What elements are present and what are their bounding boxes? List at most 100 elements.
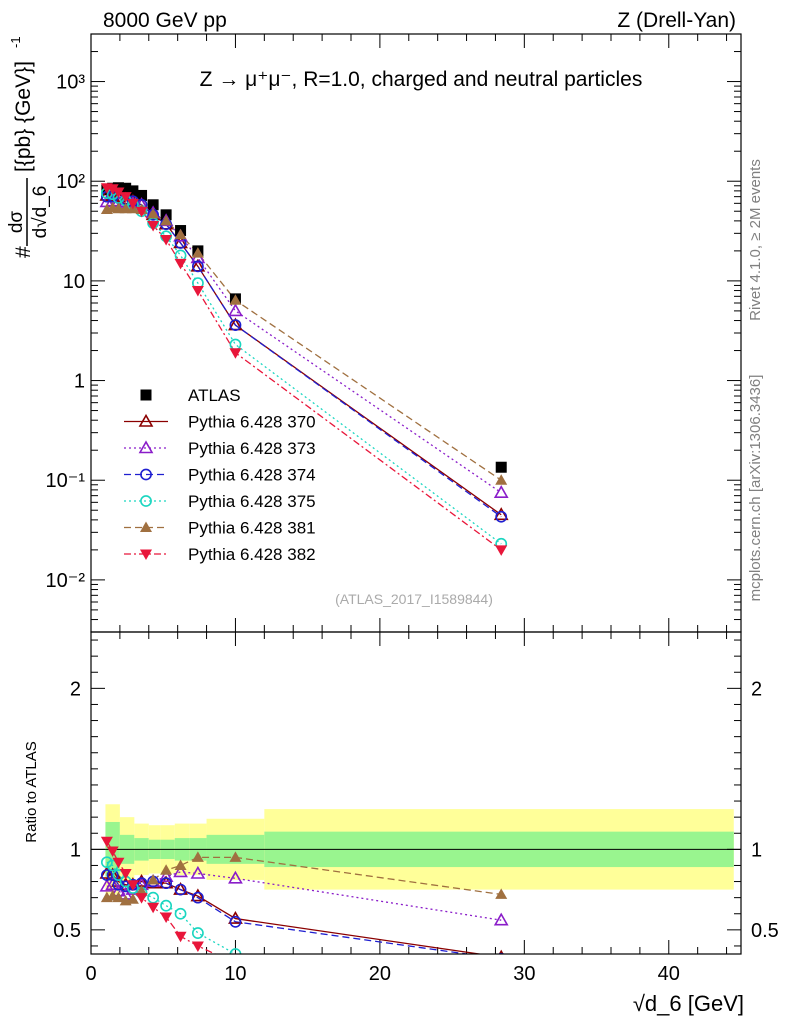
y-tick-label: 10³ <box>56 72 85 94</box>
mc-data-point <box>493 485 509 498</box>
ratio-data-point <box>135 893 148 904</box>
ratio-tick-label-left: 1 <box>70 839 81 861</box>
header-right: Z (Drell-Yan) <box>617 9 736 32</box>
ratio-data-point <box>126 893 139 904</box>
y-axis-label-top: # dσ d√d_6 [{pb} {GeV}] -1 <box>6 36 51 258</box>
mc-data-point <box>135 206 148 218</box>
legend-marker <box>140 521 152 532</box>
ratio-data-point <box>190 888 206 902</box>
y-tick-label: 10⁻² <box>46 570 86 592</box>
ratio-data-point <box>100 856 113 869</box>
ratio-tick-label-right: 0.5 <box>751 920 779 942</box>
ratio-data-point <box>119 869 132 880</box>
ratio-data-point <box>100 869 113 882</box>
legend-label: Pythia 6.428 374 <box>188 466 316 485</box>
ratio-data-point <box>174 931 187 943</box>
atlas-data-point <box>127 185 139 197</box>
ratio-data-point <box>160 864 173 875</box>
ratio-data-point <box>497 952 505 954</box>
ratio-data-point <box>160 912 173 923</box>
mc-data-point <box>160 235 173 246</box>
x-tick-label: 30 <box>513 963 535 985</box>
mc-data-point <box>147 220 160 232</box>
y-tick-label: 10 <box>63 271 85 293</box>
legend: ATLAS Pythia 6.428 370 Pythia 6.428 373 Pyt… <box>124 386 316 564</box>
x-tick-label: 40 <box>658 963 680 985</box>
ratio-data-point <box>174 883 187 896</box>
mc-data-point <box>493 507 509 521</box>
ratio-series <box>99 836 509 993</box>
ylabel-numerator: dσ <box>6 211 27 234</box>
mc-data-point <box>112 187 125 198</box>
ratio-data-point <box>147 873 160 885</box>
ylabel-prefix: # <box>12 246 35 258</box>
ratio-data-point <box>498 949 504 954</box>
mc-data-point <box>229 294 242 305</box>
ratio-data-point <box>173 864 188 878</box>
legend-marker <box>138 413 154 427</box>
mc-data-point <box>126 198 139 210</box>
legend-label: Pythia 6.428 382 <box>188 545 316 564</box>
mc-data-point <box>229 338 242 351</box>
ratio-data-point <box>160 899 173 912</box>
ylabel-unit: [{pb} {GeV}] <box>12 61 35 172</box>
x-tick-label: 20 <box>369 963 391 985</box>
ratio-axes: 0.5 0.51 12 20 10 20 30 40 <box>53 632 779 985</box>
legend-marker <box>140 389 152 401</box>
main-plot-frame <box>90 33 742 633</box>
ratio-data-point <box>174 859 187 870</box>
legend-label: ATLAS <box>188 386 241 405</box>
mc-data-point <box>495 510 508 523</box>
mc-data-point <box>174 258 187 270</box>
ratio-data-point <box>158 869 174 883</box>
ratio-tick-label-left: 2 <box>70 678 81 700</box>
legend-label: Pythia 6.428 375 <box>188 492 316 511</box>
ratio-data-point <box>147 902 160 914</box>
mc-data-point <box>147 207 160 219</box>
legend-label: Pythia 6.428 373 <box>188 439 316 458</box>
y-axis-label-bottom: Ratio to ATLAS <box>23 741 40 842</box>
ratio-data-point <box>191 927 204 939</box>
ratio-data-point <box>112 891 125 903</box>
ratio-data-point <box>493 912 509 926</box>
header-left: 8000 GeV pp <box>103 9 227 32</box>
ratio-data-point <box>100 836 113 848</box>
ratio-data-point <box>495 982 507 993</box>
mc-data-point <box>191 260 204 273</box>
ratio-data-point <box>135 885 148 896</box>
ratio-tick-label-right: 2 <box>751 678 762 700</box>
legend-label: Pythia 6.428 370 <box>188 413 316 432</box>
legend-marker <box>140 495 152 507</box>
mc-data-point <box>119 192 132 203</box>
mc-data-point <box>229 348 242 359</box>
atlas-data-point <box>495 461 507 473</box>
analysis-watermark: (ATLAS_2017_I1589844) <box>335 591 493 607</box>
ylabel-exponent: -1 <box>8 36 23 48</box>
main-title: Z → μ⁺μ⁻, R=1.0, charged and neutral par… <box>200 68 643 91</box>
legend-marker <box>138 440 154 454</box>
ratio-tick-label-right: 1 <box>751 839 762 861</box>
mc-data-point <box>106 184 119 195</box>
mc-data-point <box>228 303 243 317</box>
ratio-data-point <box>229 915 242 928</box>
ratio-data-point <box>229 851 242 862</box>
mc-data-point <box>174 228 187 240</box>
atlas-data-point <box>120 182 132 194</box>
ratio-data-point <box>99 878 115 892</box>
ratio-data-point <box>228 870 243 884</box>
side-text-bottom: mcplots.cern.ch [arXiv:1306.3436] <box>747 375 764 602</box>
mc-data-point <box>229 319 242 332</box>
legend-label: Pythia 6.428 381 <box>188 519 316 538</box>
ratio-data-point <box>191 851 204 862</box>
main-axes: 10⁻² 10⁻¹ 1 10 10² 10³ <box>46 33 741 633</box>
side-text-top: Rivet 4.1.0, ≥ 2M events <box>747 159 764 321</box>
mc-data-point <box>191 286 204 297</box>
ratio-data-point <box>112 857 125 869</box>
mc-data-point <box>495 474 508 485</box>
x-tick-label: 10 <box>224 963 246 985</box>
y-tick-label: 10² <box>56 171 85 193</box>
ratio-data-point <box>191 941 204 952</box>
ratio-data-point <box>496 978 506 988</box>
